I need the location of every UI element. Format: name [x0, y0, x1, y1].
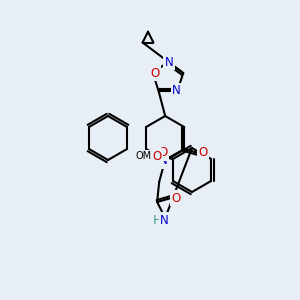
Text: N: N — [160, 214, 169, 226]
Text: OMe: OMe — [136, 151, 158, 161]
Text: H: H — [152, 214, 162, 226]
Text: N: N — [165, 56, 173, 68]
Text: N: N — [159, 154, 167, 167]
Text: O: O — [172, 191, 181, 205]
Text: O: O — [152, 149, 162, 163]
Text: N: N — [172, 84, 181, 98]
Text: O: O — [158, 146, 168, 160]
Text: O: O — [150, 67, 159, 80]
Text: O: O — [199, 146, 208, 160]
